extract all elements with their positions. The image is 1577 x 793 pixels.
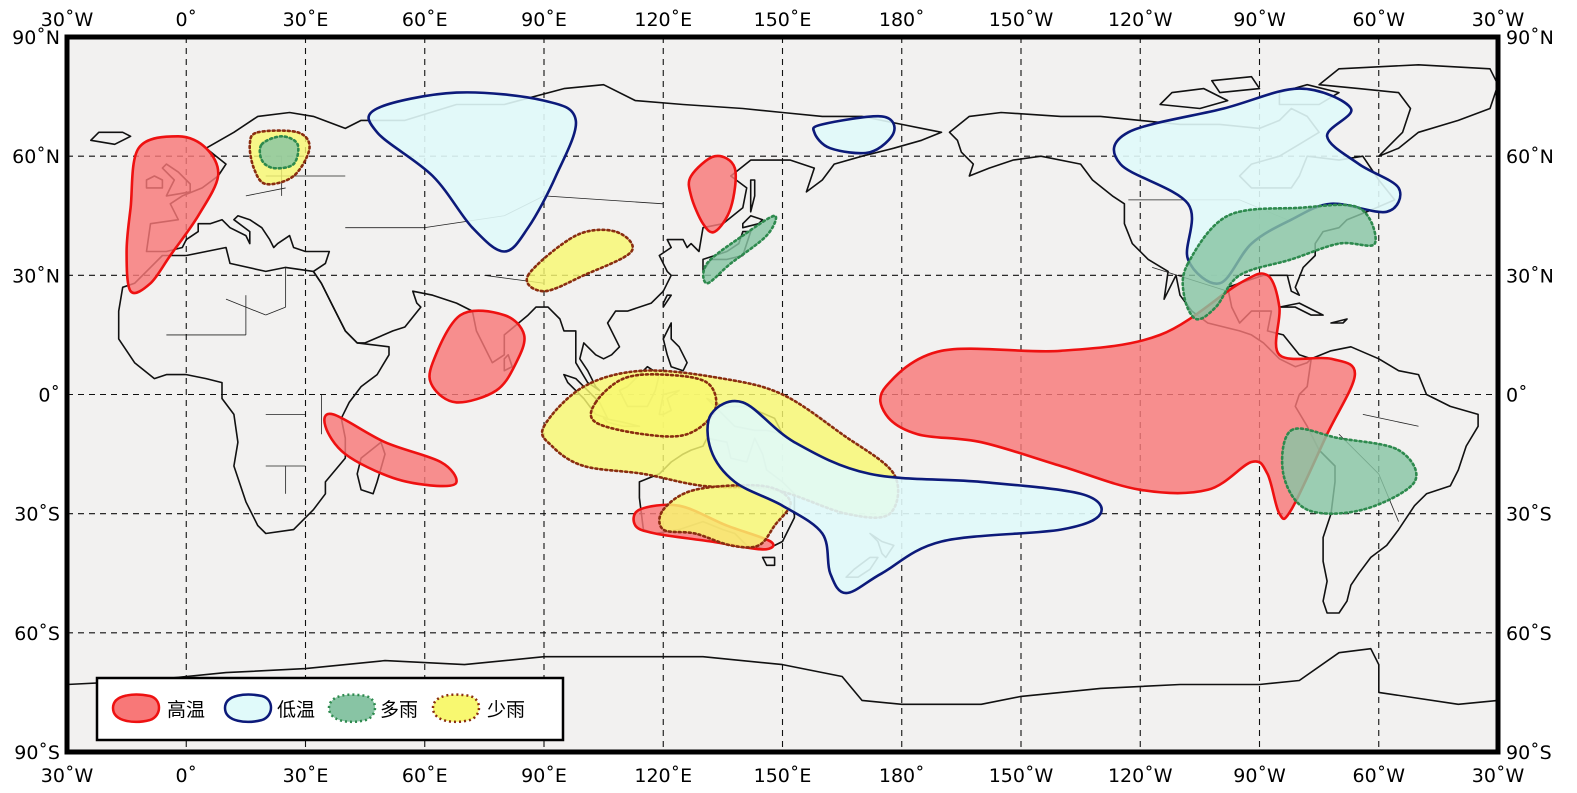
longitude-label: 0˚ [175, 9, 197, 31]
landmass [1278, 302, 1324, 316]
landmass [742, 215, 764, 229]
anomaly-region-cold [706, 399, 1103, 595]
legend-item-wet: 多雨 [327, 693, 418, 724]
longitude-label: 60˚W [1353, 765, 1406, 787]
landmass [1211, 75, 1261, 94]
anomaly-region-dry [525, 228, 634, 293]
legend-label-wet: 多雨 [380, 699, 418, 721]
longitude-label: 120˚E [634, 9, 692, 31]
anomaly-region-warm [323, 412, 458, 488]
longitude-label: 60˚E [402, 9, 448, 31]
landmass [662, 322, 688, 372]
legend-swatch-dry [431, 693, 481, 724]
latitude-label: 60˚S [14, 623, 60, 645]
legend-label-warm: 高温 [167, 699, 205, 721]
anomaly-region-warm [125, 135, 220, 295]
landmass [66, 647, 1499, 753]
country-border [265, 306, 286, 316]
longitude-label: 150˚W [989, 765, 1054, 787]
legend-swatch-warm [111, 693, 161, 724]
longitude-label: 30˚E [283, 765, 329, 787]
latitude-label: 0˚ [38, 385, 60, 407]
legend-swatch-wet [327, 693, 377, 724]
anomaly-region-wet [1181, 203, 1377, 321]
longitude-labels-bottom: 30˚W 0˚ 30˚E 60˚E 90˚E 120˚E 150˚E 180˚ 150˚W 120… [41, 765, 1525, 787]
map-frame [64, 34, 1501, 755]
longitude-label: 30˚E [283, 9, 329, 31]
longitude-label: 150˚E [754, 765, 812, 787]
longitude-label: 30˚W [41, 765, 94, 787]
legend: 高温 低温 多雨 少雨 [95, 676, 565, 742]
country-border [1362, 413, 1419, 427]
anomaly-regions [125, 87, 1418, 595]
landmass [1159, 87, 1229, 110]
landmass [1318, 64, 1499, 157]
landmass [761, 556, 776, 567]
anomaly-region-dry [658, 483, 792, 549]
anomaly-region-wet [701, 214, 778, 285]
legend-label-dry: 少雨 [487, 699, 525, 721]
latitude-label: 60˚N [12, 146, 60, 168]
country-border [245, 187, 286, 197]
landmass [749, 179, 756, 213]
longitude-label: 90˚W [1233, 765, 1286, 787]
longitude-label: 60˚E [402, 765, 448, 787]
longitude-label: 30˚W [1472, 765, 1525, 787]
latitude-label: 30˚S [1506, 504, 1552, 526]
latitude-label: 60˚N [1506, 146, 1554, 168]
anomaly-region-wet [258, 135, 300, 170]
longitude-label: 120˚W [1108, 9, 1173, 31]
longitude-label: 150˚E [754, 9, 812, 31]
longitude-label: 120˚W [1108, 765, 1173, 787]
latitude-label: 30˚N [1506, 265, 1554, 287]
latitude-label: 30˚N [12, 265, 60, 287]
longitude-label: 150˚W [989, 9, 1054, 31]
longitude-label: 90˚E [521, 9, 567, 31]
legend-label-cold: 低温 [277, 699, 315, 721]
longitude-label: 90˚E [521, 765, 567, 787]
latitude-label: 90˚N [1506, 27, 1554, 49]
latitude-labels-left: 90˚N 60˚N 30˚N 0˚ 30˚S 60˚S 90˚S [12, 27, 60, 764]
longitude-labels-top: 30˚W 0˚ 30˚E 60˚E 90˚E 120˚E 150˚E 180˚ 150˚W 120… [41, 9, 1525, 31]
legend-item-cold: 低温 [223, 693, 315, 724]
landmass [1330, 318, 1348, 324]
latitude-label: 0˚ [1506, 385, 1528, 407]
longitude-label: 30˚W [41, 9, 94, 31]
latitude-label: 90˚S [1506, 742, 1552, 764]
latitude-label: 60˚S [1506, 623, 1552, 645]
anomaly-region-cold [367, 91, 578, 253]
longitude-label: 180˚ [879, 765, 925, 787]
landmass [145, 83, 943, 392]
legend-item-warm: 高温 [111, 693, 205, 724]
anomaly-region-warm [687, 154, 738, 234]
longitude-label: 180˚ [879, 9, 925, 31]
longitude-label: 120˚E [634, 765, 692, 787]
longitude-label: 30˚W [1472, 9, 1525, 31]
landmass [90, 131, 132, 146]
latitude-label: 90˚N [12, 27, 60, 49]
legend-item-dry: 少雨 [431, 693, 525, 724]
legend-swatch-cold [223, 693, 273, 724]
latitude-label: 90˚S [14, 742, 60, 764]
latitude-label: 30˚S [14, 504, 60, 526]
longitude-label: 90˚W [1233, 9, 1286, 31]
latitude-labels-right: 90˚N 60˚N 30˚N 0˚ 30˚S 60˚S 90˚S [1506, 27, 1554, 764]
longitude-label: 0˚ [175, 765, 197, 787]
country-border [543, 195, 664, 205]
anomaly-region-warm [428, 309, 526, 404]
anomaly-region-cold [811, 114, 896, 155]
anomaly-region-wet [1280, 427, 1418, 515]
longitude-label: 60˚W [1353, 9, 1406, 31]
